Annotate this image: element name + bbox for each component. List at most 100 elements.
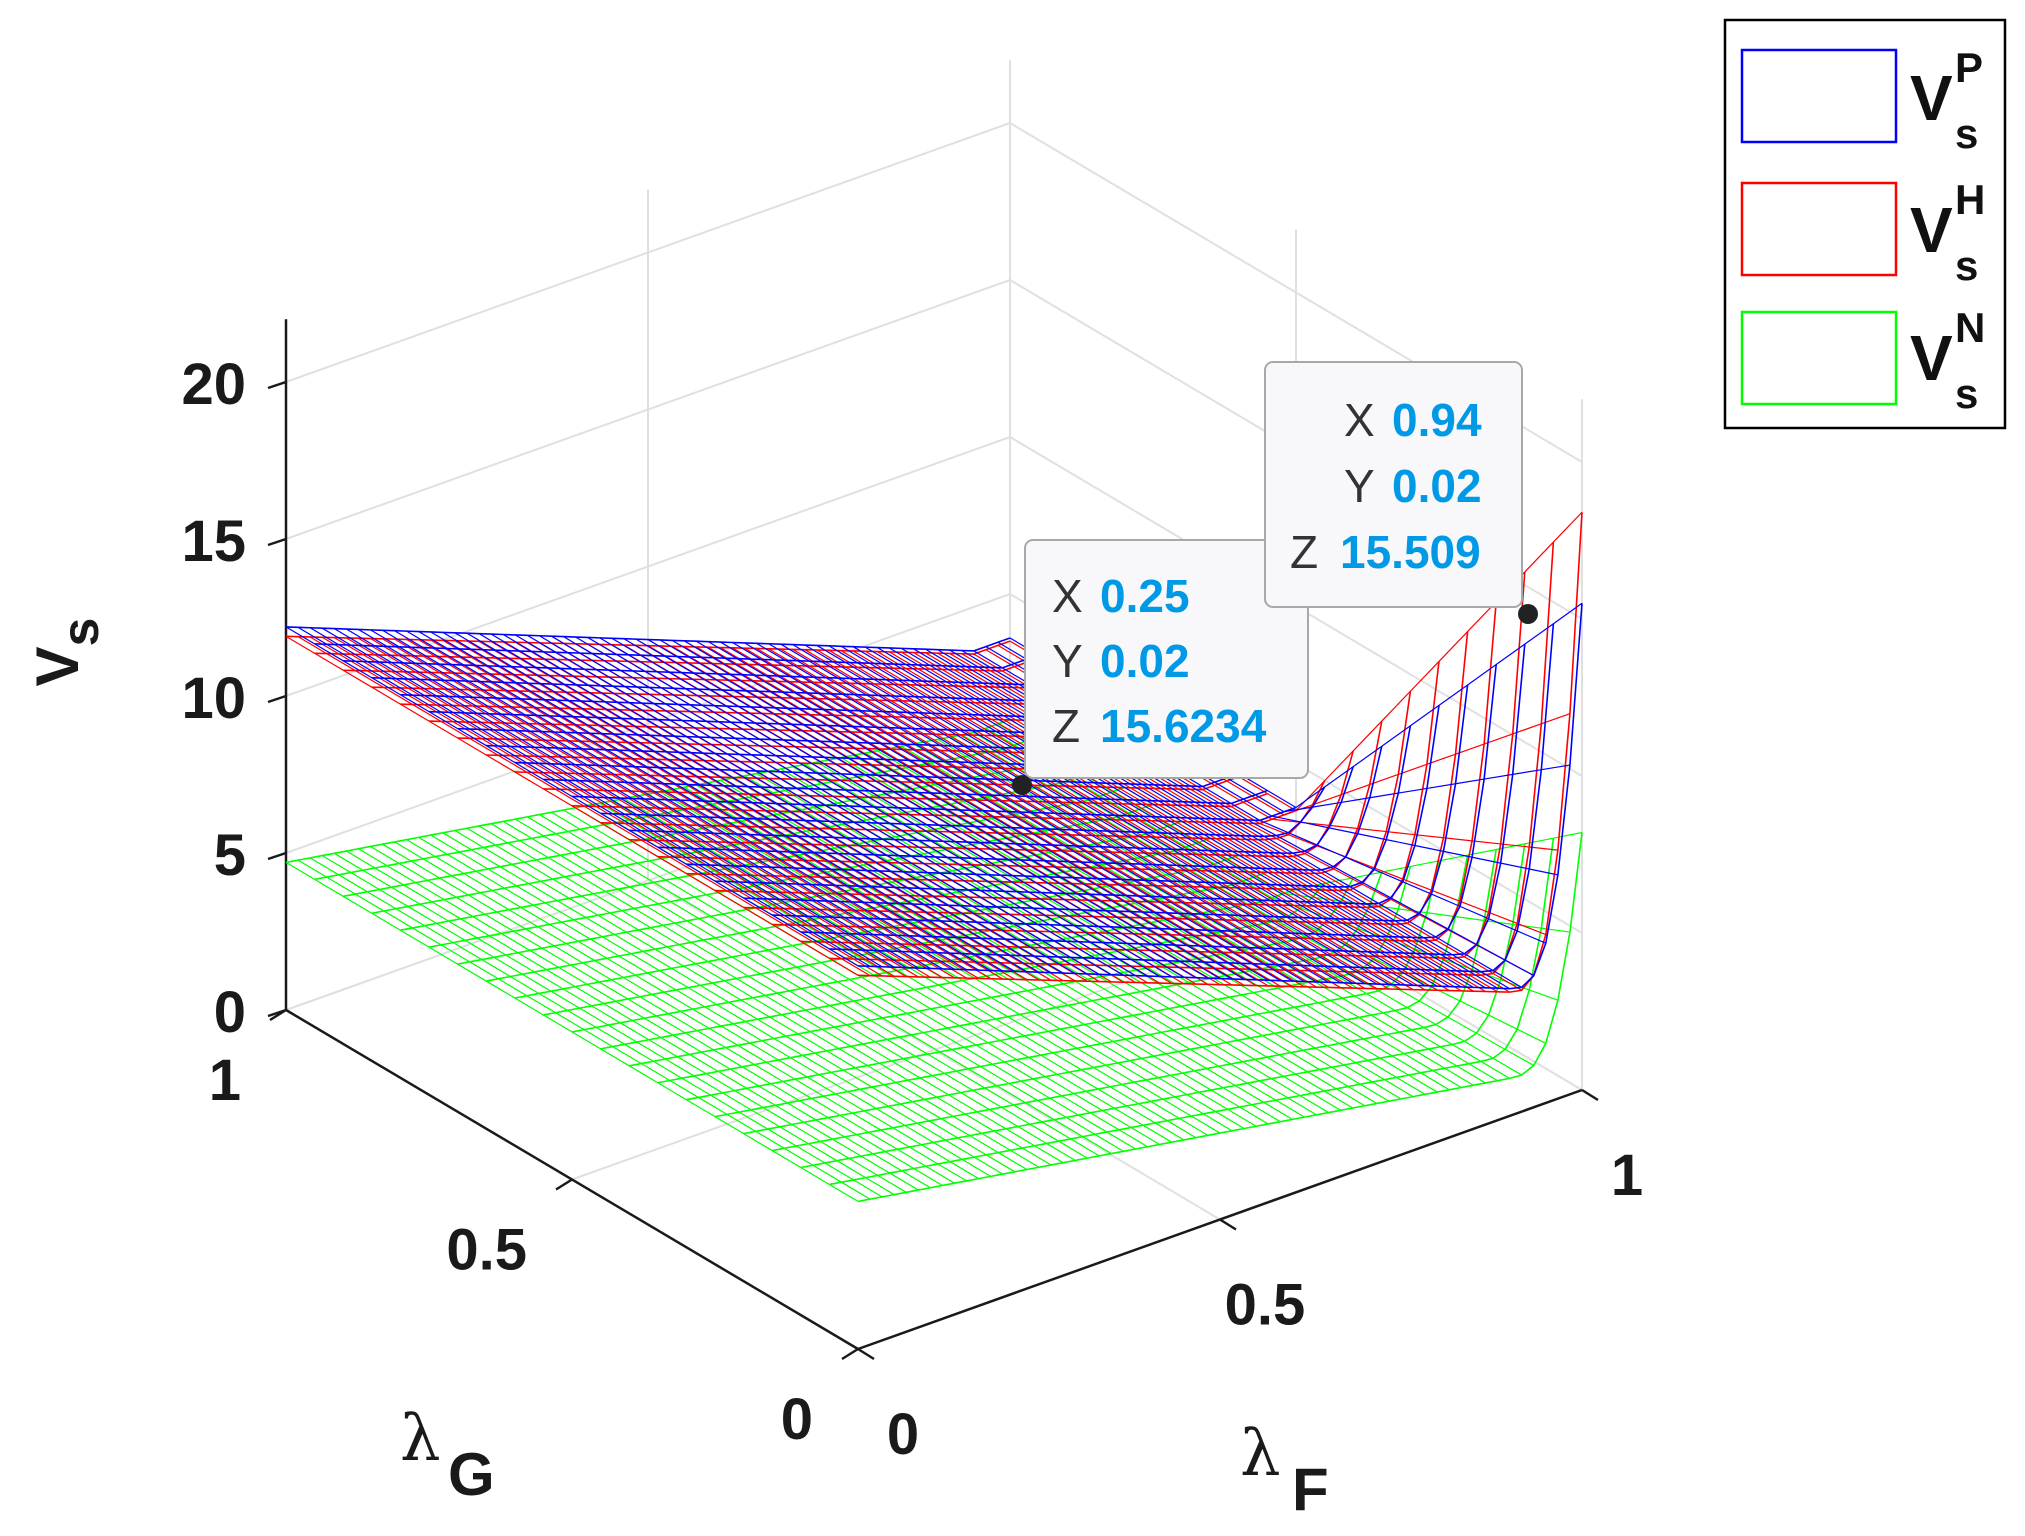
axes	[267, 319, 1599, 1361]
surface-line	[406, 839, 979, 1180]
svg-text:λ: λ	[1240, 1417, 1281, 1491]
surface-line	[840, 645, 1414, 986]
z-tick-label: 15	[181, 509, 246, 574]
x-tick	[1581, 1088, 1599, 1102]
surface-line	[744, 642, 1317, 983]
surface-line	[321, 855, 895, 1196]
surface-line	[478, 640, 1052, 981]
datatip-2[interactable]: X 0.94 Y 0.02 Z 15.509	[1264, 361, 1538, 624]
svg-text:H: H	[1955, 176, 1985, 223]
surface-line	[297, 859, 871, 1200]
surface-line	[876, 750, 1450, 1091]
gridline-floor-y	[571, 919, 1297, 1181]
surface-line	[708, 641, 1281, 982]
svg-text:s: s	[1955, 370, 1978, 417]
datatip-1[interactable]: X 0.25 Y 0.02 Z 15.6234	[1012, 539, 1309, 795]
surface-line	[297, 626, 871, 967]
gridline-floor-y	[285, 750, 1011, 1011]
z-tick	[267, 537, 287, 547]
surface-line	[563, 636, 1136, 977]
surface-line	[768, 643, 1341, 984]
surface-line	[358, 637, 931, 978]
surface-line	[285, 626, 859, 967]
svg-text:Z: Z	[1052, 700, 1080, 752]
surface-line	[551, 635, 1124, 976]
surface-line	[382, 638, 955, 979]
surface-line	[430, 834, 1004, 1175]
svg-text:N: N	[1955, 304, 1985, 351]
x-tick-label: 0.5	[1225, 1273, 1306, 1338]
surface-line	[514, 634, 1088, 975]
svg-text:0.25: 0.25	[1100, 570, 1190, 622]
surface-line	[828, 649, 1402, 990]
y-tick	[269, 1008, 287, 1022]
svg-text:V: V	[1910, 62, 1953, 134]
surface-line	[478, 825, 1052, 1166]
svg-text:15.509: 15.509	[1340, 526, 1481, 578]
surface-line	[502, 641, 1076, 982]
surface-line	[780, 643, 1354, 984]
surface-line	[647, 639, 1221, 980]
surface-line	[551, 811, 1124, 1152]
svg-text:G: G	[448, 1441, 495, 1508]
surface-line	[659, 639, 1233, 980]
legend-entry-vn: V N s	[1740, 304, 1985, 417]
surface-line	[370, 637, 943, 979]
surface-line	[442, 631, 1016, 972]
surface-line	[382, 629, 955, 970]
surface-line	[852, 650, 1426, 991]
surface-line	[418, 639, 992, 980]
surface-line	[394, 841, 967, 1182]
surface-line	[792, 644, 1366, 985]
surface-line	[913, 648, 1486, 989]
surface-line	[527, 634, 1100, 975]
y-tick	[841, 1347, 859, 1361]
surface-line	[720, 641, 1293, 982]
surface-line	[394, 638, 967, 979]
svg-text:s: s	[1955, 242, 1978, 289]
surface-line	[442, 832, 1016, 1173]
surface-line	[346, 850, 919, 1191]
surface-line	[840, 650, 1414, 991]
svg-text:0.02: 0.02	[1392, 460, 1482, 512]
surface-line	[611, 637, 1185, 978]
surface-line	[539, 635, 1112, 976]
surface-line	[514, 818, 1088, 1159]
surface-line	[466, 827, 1040, 1168]
surface-line	[346, 637, 919, 978]
surface-line	[527, 816, 1100, 1157]
surface-line	[756, 642, 1329, 983]
surface-line	[925, 652, 1498, 993]
x-tick	[857, 1347, 875, 1361]
legend: V P s V H s V N s	[1723, 18, 2007, 430]
svg-text:F: F	[1292, 1456, 1329, 1523]
surface-line	[358, 848, 931, 1189]
surface-line	[502, 633, 1076, 975]
surface-line	[346, 628, 919, 969]
svg-text:X: X	[1052, 570, 1083, 622]
surface-line	[321, 636, 895, 977]
z-tick-label: 0	[214, 980, 246, 1045]
svg-text:P: P	[1955, 44, 1983, 91]
surface-line	[828, 645, 1402, 986]
surface-line	[297, 636, 871, 977]
z-tick-label: 20	[181, 352, 246, 417]
y-axis-label: λ G	[400, 1402, 495, 1508]
z-tick-label: 5	[214, 823, 246, 888]
svg-text:Z: Z	[1290, 526, 1318, 578]
svg-text:s: s	[1955, 110, 1978, 157]
datatip-1-marker[interactable]	[1012, 775, 1032, 795]
z-tick	[267, 380, 287, 390]
surface-line	[780, 768, 1354, 1109]
datatip-2-marker[interactable]	[1518, 604, 1538, 624]
y-tick-label: 0.5	[446, 1218, 527, 1283]
x-tick-label: 0	[887, 1402, 919, 1467]
surface-line	[454, 830, 1028, 1171]
grid-lines	[285, 60, 1583, 1350]
surface-line	[599, 637, 1173, 978]
surface-line	[418, 836, 992, 1177]
surface-line	[333, 628, 907, 969]
surface-line	[876, 651, 1450, 992]
